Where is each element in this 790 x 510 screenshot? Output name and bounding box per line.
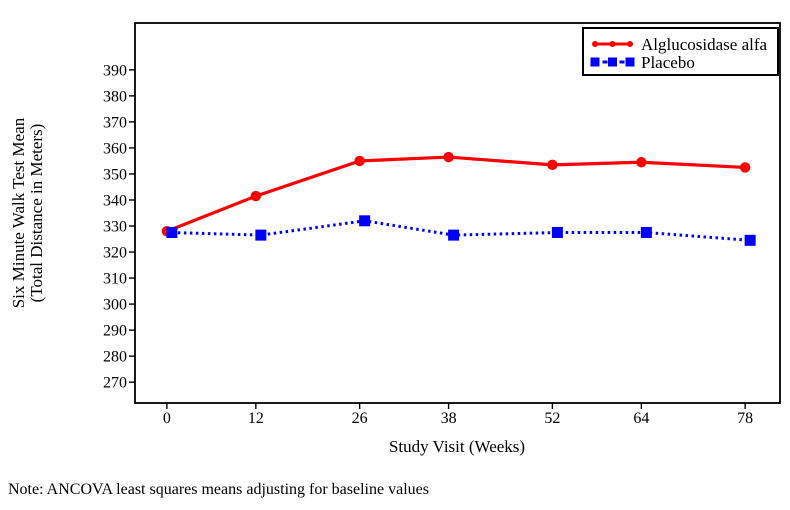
data-point-square bbox=[448, 229, 460, 241]
data-point-square bbox=[255, 229, 267, 241]
x-axis-tick-label: 78 bbox=[737, 410, 753, 427]
data-point-square bbox=[640, 227, 652, 239]
x-axis-title: Study Visit (Weeks) bbox=[389, 437, 525, 456]
legend-sample-circle bbox=[592, 41, 598, 47]
y-axis-tick-label: 300 bbox=[103, 297, 127, 314]
legend-label: Alglucosidase alfa bbox=[641, 35, 767, 54]
y-axis-tick-label: 390 bbox=[103, 62, 127, 79]
x-axis-tick-label: 26 bbox=[352, 410, 368, 427]
legend-sample-circle bbox=[609, 41, 616, 47]
y-axis-tick-label: 380 bbox=[103, 88, 127, 105]
y-axis-tick-label: 310 bbox=[103, 271, 127, 288]
plot-frame bbox=[134, 22, 781, 404]
data-point-square bbox=[551, 227, 563, 239]
x-axis-tick-label: 38 bbox=[441, 410, 457, 427]
x-axis-tick-label: 0 bbox=[163, 410, 171, 427]
x-axis-tick-label: 64 bbox=[633, 410, 649, 427]
legend-sample-square bbox=[590, 57, 600, 67]
x-axis-tick-label: 12 bbox=[248, 410, 264, 427]
y-axis-tick-label: 330 bbox=[103, 219, 127, 236]
data-point-circle bbox=[354, 155, 365, 167]
legend-label: Placebo bbox=[641, 53, 695, 72]
legend-sample-circle bbox=[627, 41, 633, 47]
data-point-square bbox=[166, 227, 178, 239]
data-point-circle bbox=[636, 157, 647, 168]
data-point-square bbox=[744, 234, 756, 246]
legend-box bbox=[582, 27, 779, 76]
y-axis-tick-label: 360 bbox=[103, 140, 127, 157]
data-point-circle bbox=[739, 162, 751, 173]
y-axis-tick-label: 290 bbox=[103, 323, 127, 340]
footnote: Note: ANCOVA least squares means adjusti… bbox=[8, 481, 429, 498]
data-point-circle bbox=[443, 151, 454, 163]
legend-sample-square bbox=[608, 57, 617, 67]
data-point-square bbox=[359, 215, 371, 227]
y-axis-tick-label: 280 bbox=[103, 349, 127, 366]
y-axis-tick-label: 320 bbox=[103, 245, 127, 262]
y-axis-title-line1: Six Minute Walk Test Mean bbox=[9, 117, 28, 308]
data-point-circle bbox=[547, 159, 558, 171]
y-axis-tick-label: 340 bbox=[103, 192, 127, 209]
legend-sample-square bbox=[625, 57, 635, 67]
x-axis-tick-label: 52 bbox=[544, 410, 560, 427]
y-axis-tick-label: 270 bbox=[103, 375, 127, 392]
y-axis-title-line2: (Total Distance in Meters) bbox=[27, 124, 46, 303]
data-point-circle bbox=[250, 190, 262, 202]
y-axis-tick-label: 350 bbox=[103, 166, 127, 183]
y-axis-tick-label: 370 bbox=[103, 114, 127, 131]
